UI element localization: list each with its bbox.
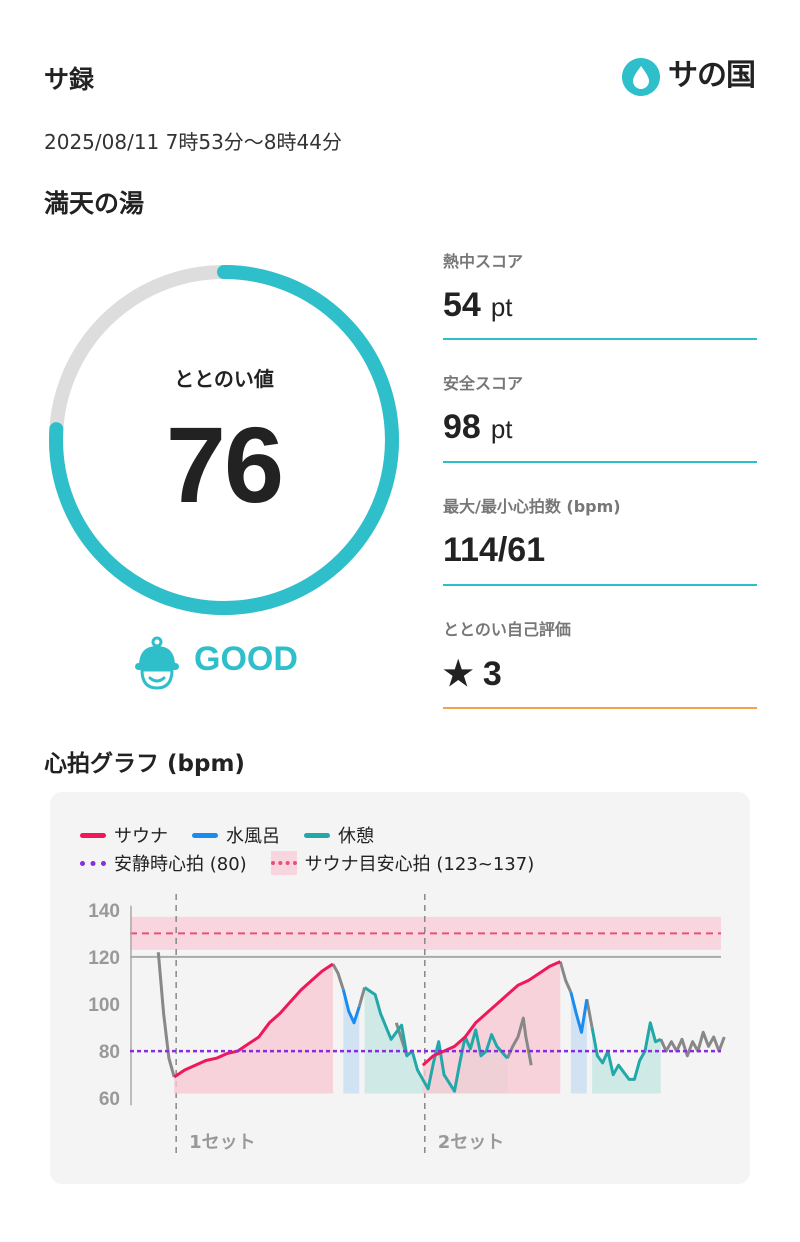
series-area — [570, 992, 587, 1094]
legend-cold-bath: 水風呂 — [192, 822, 280, 848]
transition-line — [156, 952, 176, 1078]
totonoi-gauge — [49, 265, 399, 615]
legend-sauna: サウナ — [80, 822, 168, 848]
transition-line — [558, 961, 573, 993]
series-area — [422, 961, 561, 1094]
metric-underline — [443, 338, 757, 340]
logo-text: サの国 — [668, 58, 756, 93]
heart-rate-chart: 60 80 100 120 140 1セット 2セット — [88, 894, 726, 1158]
transition-line — [585, 999, 594, 1028]
chart-legend-row-1: サウナ 水風呂 休憩 — [80, 822, 398, 848]
series-area — [174, 964, 333, 1094]
legend-swatch — [304, 832, 330, 838]
metric-self-evaluation: ととのい自己評価 ★ 3 — [443, 616, 757, 709]
totonoi-label: ととのい値 — [174, 367, 274, 391]
metric-label: 最大/最小心拍数 (bpm) — [443, 497, 621, 516]
smiling-sauna-hat-icon — [135, 636, 179, 690]
series-area — [592, 1022, 661, 1094]
series-area — [343, 989, 360, 1094]
brand-logo: サの国 — [622, 56, 762, 98]
metric-label: ととのい自己評価 — [443, 620, 571, 639]
set-label: 2セット — [438, 1132, 505, 1153]
metric-heart-rate-range: 最大/最小心拍数 (bpm) 114/61 — [443, 493, 757, 586]
metric-heat-score: 熱中スコア 54 pt — [443, 248, 757, 340]
legend-swatch — [270, 851, 297, 875]
status-label: GOOD — [194, 640, 298, 678]
series-line-サウナ — [173, 962, 334, 1079]
heart-rate-chart-title: 心拍グラフ (bpm) — [44, 751, 245, 777]
app-title: サ録 — [44, 65, 95, 94]
metric-value: 114/61 — [443, 531, 546, 569]
chart-legend-row-2: 安静時心拍 (80) サウナ目安心拍 (123~137) — [80, 850, 558, 876]
metric-underline — [443, 461, 757, 463]
gauge-progress-arc — [49, 265, 399, 615]
series-line-休憩 — [363, 986, 509, 1093]
legend-swatch — [80, 832, 106, 838]
metric-underline — [443, 707, 757, 709]
series-line-水風呂 — [569, 991, 589, 1034]
legend-swatch — [80, 860, 106, 866]
series-line-休憩 — [590, 1021, 662, 1081]
metric-value: 98 pt — [443, 408, 513, 446]
transition-line — [357, 987, 367, 1007]
legend-rest: 休憩 — [304, 822, 374, 848]
session-datetime: 2025/08/11 7時53分〜8時44分 — [44, 130, 342, 154]
y-tick-label: 100 — [88, 995, 120, 1016]
heart-rate-chart-card — [50, 792, 750, 1184]
legend-resting-hr: 安静時心拍 (80) — [80, 850, 247, 876]
water-drop-icon — [622, 58, 660, 96]
transition-line — [331, 963, 345, 991]
y-tick-label: 120 — [88, 948, 120, 969]
legend-swatch — [192, 832, 218, 838]
metric-label: 安全スコア — [443, 374, 524, 393]
y-tick-label: 140 — [88, 901, 120, 922]
metric-safety-score: 安全スコア 98 pt — [443, 370, 757, 463]
y-tick-label: 60 — [99, 1089, 120, 1110]
metric-underline — [443, 584, 757, 586]
legend-sauna-target: サウナ目安心拍 (123~137) — [270, 850, 534, 876]
transition-line — [659, 1030, 726, 1058]
metric-value: 54 pt — [443, 286, 513, 324]
totonoi-value: 76 — [165, 404, 284, 525]
set-label: 1セット — [189, 1132, 256, 1153]
transition-line — [506, 1016, 533, 1066]
metric-value: ★ 3 — [443, 655, 502, 693]
facility-name: 満天の湯 — [44, 189, 145, 218]
y-tick-label: 80 — [99, 1042, 120, 1063]
series-line-水風呂 — [341, 989, 361, 1025]
metric-label: 熱中スコア — [443, 252, 524, 271]
